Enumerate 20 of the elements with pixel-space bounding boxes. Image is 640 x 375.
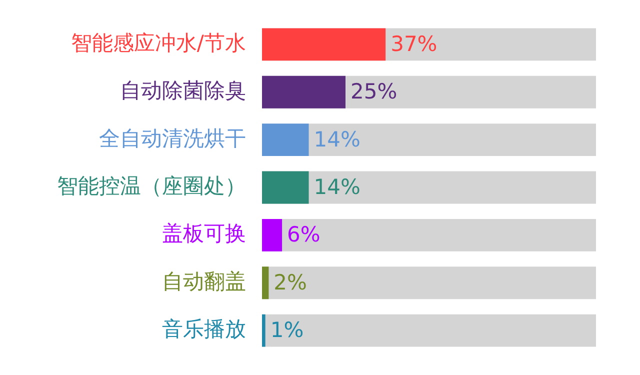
bar [262, 266, 269, 300]
bar [262, 314, 266, 347]
bar [262, 76, 346, 108]
data-label: 1% [270, 318, 304, 342]
data-label: 2% [274, 270, 308, 294]
y-tick-label: 自动翻盖 [162, 269, 246, 294]
data-label: 37% [390, 32, 438, 56]
y-tick-label: 音乐播放 [162, 317, 246, 342]
data-label: 14% [314, 127, 360, 152]
data-label: 25% [350, 80, 398, 104]
bar [262, 171, 309, 204]
y-tick-label: 盖板可换 [162, 222, 246, 246]
bar [262, 218, 282, 252]
y-tick-label: 智能感应冲水/节水 [70, 30, 246, 55]
data-label: 6% [287, 222, 320, 247]
y-tick-label: 智能控温（座圈处） [57, 174, 246, 198]
data-label: 14% [314, 174, 360, 199]
y-tick-label: 全自动清洗烘干 [99, 126, 246, 150]
y-tick-label: 自动除菌除臭 [120, 78, 246, 103]
bar [262, 124, 309, 156]
